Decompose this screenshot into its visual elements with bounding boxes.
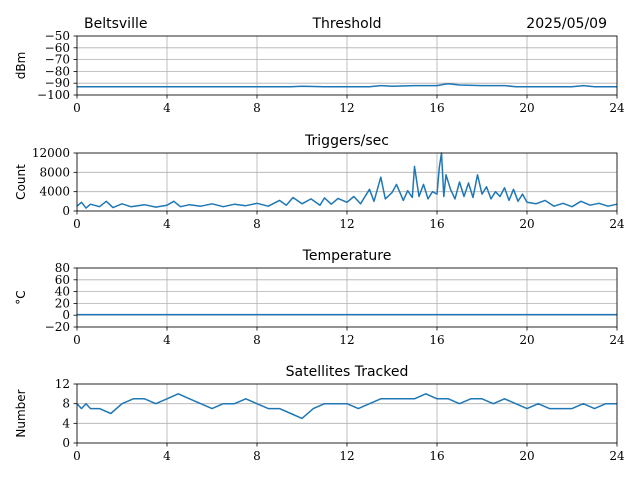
temperature-ytick-label: 40 xyxy=(55,285,70,299)
threshold-xtick-label: 16 xyxy=(429,101,444,115)
triggers-xtick-label: 8 xyxy=(253,217,261,231)
threshold-ytick-label: −90 xyxy=(45,76,70,90)
satellites-xtick-label: 8 xyxy=(253,449,261,463)
temperature-ytick-label: 20 xyxy=(55,296,70,310)
threshold-ylabel: dBm xyxy=(14,52,28,80)
satellites-ytick-label: 8 xyxy=(62,397,70,411)
satellites-xtick-label: 16 xyxy=(429,449,444,463)
threshold-xtick-label: 0 xyxy=(73,101,81,115)
threshold-title: Threshold xyxy=(312,16,382,32)
temperature-ytick-label: 0 xyxy=(62,308,70,322)
threshold-xtick-label: 20 xyxy=(519,101,534,115)
triggers-xtick-label: 12 xyxy=(339,217,354,231)
satellites-ytick-label: 4 xyxy=(62,416,70,430)
threshold-xtick-label: 8 xyxy=(253,101,261,115)
satellites-series-line xyxy=(76,393,617,420)
threshold-ytick-label: −100 xyxy=(37,88,70,102)
location-label: Beltsville xyxy=(84,16,147,32)
temperature-ytick-label: 60 xyxy=(55,273,70,287)
threshold-xtick-label: 24 xyxy=(609,101,625,115)
triggers-panel: 0 4 8 12 16 20 24 0 4000 8000 12000 Triggers/sec Cou… xyxy=(14,133,625,231)
temperature-xtick-label: 16 xyxy=(429,333,444,347)
triggers-ytick-label: 8000 xyxy=(39,165,70,179)
temperature-title: Temperature xyxy=(302,248,392,264)
threshold-ytick-label: −70 xyxy=(45,53,70,67)
satellites-xtick-label: 24 xyxy=(609,449,625,463)
triggers-xtick-label: 24 xyxy=(609,217,625,231)
triggers-ytick-label: 0 xyxy=(62,204,70,218)
threshold-ytick-label: −80 xyxy=(45,64,70,78)
satellites-panel: 0 4 8 12 16 20 24 0 4 8 12 Satellites Tracked Number xyxy=(14,364,625,463)
triggers-xtick-label: 4 xyxy=(163,217,171,231)
satellites-xtick-label: 12 xyxy=(339,449,354,463)
satellites-title: Satellites Tracked xyxy=(286,364,409,380)
triggers-ytick-label: 12000 xyxy=(32,146,70,160)
chart-panels: 0 4 8 12 16 20 24 −100−90−80−70−60−50 Threshold d… xyxy=(14,16,625,463)
triggers-xtick-label: 0 xyxy=(73,217,81,231)
temperature-xtick-label: 0 xyxy=(73,333,81,347)
triggers-title: Triggers/sec xyxy=(304,133,389,149)
threshold-ytick-label: −50 xyxy=(45,29,70,43)
satellites-xtick-label: 4 xyxy=(163,449,171,463)
threshold-series-line xyxy=(77,83,617,88)
satellites-ytick-label: 0 xyxy=(62,436,70,450)
temperature-ylabel: °C xyxy=(14,290,28,304)
satellites-ylabel: Number xyxy=(14,389,28,437)
threshold-xtick-label: 4 xyxy=(163,101,171,115)
satellites-xtick-label: 20 xyxy=(519,449,534,463)
temperature-xtick-label: 24 xyxy=(609,333,625,347)
temperature-ytick-label: −20 xyxy=(45,320,70,334)
threshold-panel: 0 4 8 12 16 20 24 −100−90−80−70−60−50 Threshold d… xyxy=(14,16,625,115)
temperature-xtick-label: 20 xyxy=(519,333,534,347)
triggers-ytick-label: 4000 xyxy=(39,185,70,199)
temperature-xtick-label: 4 xyxy=(163,333,171,347)
triggers-xtick-label: 20 xyxy=(519,217,534,231)
threshold-ytick-label: −60 xyxy=(45,41,70,55)
temperature-xtick-label: 8 xyxy=(253,333,261,347)
triggers-xtick-label: 16 xyxy=(429,217,444,231)
temperature-xtick-label: 12 xyxy=(339,333,354,347)
temperature-ytick-label: 80 xyxy=(55,261,70,275)
satellites-xtick-label: 0 xyxy=(73,449,81,463)
triggers-series-line xyxy=(76,152,618,209)
date-label: 2025/05/09 xyxy=(526,16,607,32)
threshold-xtick-label: 12 xyxy=(339,101,354,115)
triggers-ylabel: Count xyxy=(14,164,28,200)
satellites-ytick-label: 12 xyxy=(55,377,70,391)
